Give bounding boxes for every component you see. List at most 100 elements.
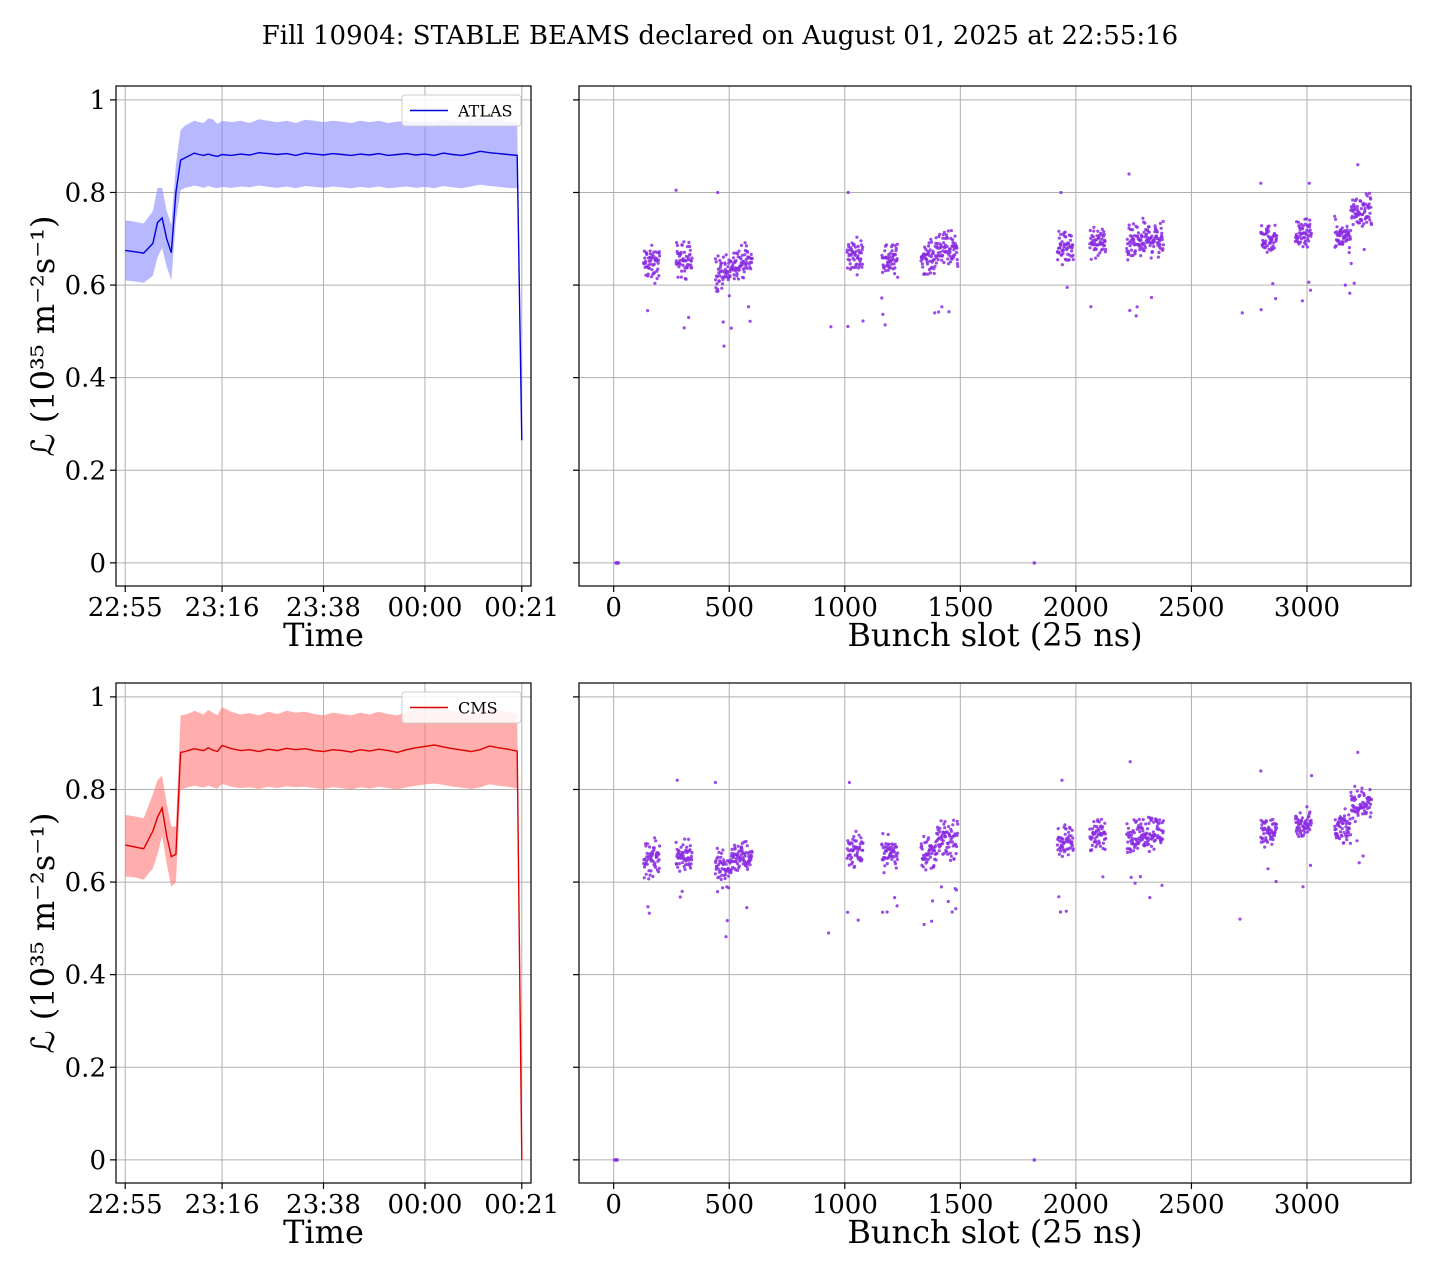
bunch-point bbox=[734, 259, 738, 263]
bunch-point bbox=[941, 839, 945, 843]
bunch-point bbox=[1362, 793, 1366, 798]
bunch-point bbox=[1362, 222, 1366, 226]
bunch-point bbox=[1060, 854, 1064, 859]
bunch-point bbox=[928, 248, 932, 252]
bunch-point bbox=[1347, 246, 1352, 250]
bunch-point bbox=[1369, 222, 1373, 227]
bunch-point bbox=[1343, 807, 1347, 811]
bunch-point bbox=[936, 832, 940, 836]
bunch-point bbox=[727, 886, 731, 890]
bunch-point bbox=[645, 851, 649, 855]
bunch-point bbox=[881, 312, 885, 316]
bunch-point bbox=[736, 277, 741, 281]
bunch-point bbox=[715, 865, 719, 869]
bunch-point bbox=[1152, 847, 1156, 851]
bunch-point bbox=[1303, 831, 1307, 835]
bunch-point bbox=[678, 262, 682, 266]
bunch-point bbox=[936, 258, 940, 262]
bunch-point bbox=[1349, 790, 1353, 795]
bunch-point bbox=[1308, 222, 1312, 226]
bunch-point bbox=[952, 818, 956, 822]
bunch-point bbox=[1101, 247, 1105, 251]
bunch-point bbox=[948, 247, 952, 251]
bunch-point bbox=[854, 249, 858, 253]
bunch-point bbox=[948, 840, 952, 844]
bunch-point bbox=[886, 832, 890, 837]
bunch-point bbox=[720, 286, 724, 290]
bunch-point bbox=[845, 856, 849, 860]
bunch-point bbox=[742, 270, 746, 274]
bunch-point bbox=[922, 834, 926, 839]
bunch-point bbox=[678, 869, 682, 873]
bunch-point bbox=[894, 246, 898, 251]
bunch-point bbox=[1150, 234, 1154, 238]
bunch-point bbox=[955, 258, 959, 262]
legend-label: CMS bbox=[458, 699, 498, 718]
x-tick-label: 23:38 bbox=[286, 1190, 361, 1220]
bunch-point bbox=[675, 862, 679, 866]
bunch-point bbox=[1357, 861, 1361, 865]
y-tick-label: 0.4 bbox=[65, 961, 106, 991]
bunch-point bbox=[682, 326, 686, 330]
bunch-point bbox=[1333, 818, 1337, 822]
bunch-point bbox=[1152, 820, 1156, 824]
bunch-point bbox=[1128, 830, 1132, 835]
bunch-point bbox=[940, 305, 944, 309]
bunch-point bbox=[950, 829, 954, 833]
bunch-point bbox=[653, 865, 658, 869]
bunch-point bbox=[1301, 227, 1305, 231]
bunch-point bbox=[1356, 811, 1360, 815]
bunch-point bbox=[1126, 850, 1130, 855]
bunch-point bbox=[1126, 840, 1130, 844]
bunch-point bbox=[893, 253, 898, 257]
bunch-point bbox=[716, 855, 720, 859]
bunch-point bbox=[852, 242, 856, 246]
bunch-point bbox=[846, 266, 850, 270]
bunch-point bbox=[1128, 244, 1132, 248]
bunch-point bbox=[937, 849, 941, 853]
bunch-point bbox=[882, 851, 886, 856]
bunch-point bbox=[881, 910, 885, 914]
bunch-point bbox=[1129, 875, 1133, 880]
bunch-point bbox=[1296, 220, 1301, 224]
uncertainty-band bbox=[125, 707, 522, 1160]
bunch-point bbox=[1369, 205, 1373, 209]
bunch-point bbox=[682, 240, 686, 244]
bunch-point bbox=[657, 866, 661, 870]
bunch-point bbox=[952, 857, 956, 861]
x-tick-label: 3000 bbox=[1274, 593, 1340, 623]
bunch-point bbox=[938, 830, 942, 834]
bunch-point bbox=[919, 842, 923, 846]
bunch-point bbox=[722, 344, 726, 348]
bunch-point bbox=[616, 561, 621, 565]
bunch-point bbox=[1139, 238, 1143, 242]
bunch-point bbox=[656, 258, 661, 262]
bunch-point bbox=[1349, 833, 1353, 837]
bunch-point bbox=[646, 842, 650, 846]
bunch-point bbox=[1138, 830, 1142, 834]
bunch-point bbox=[1059, 849, 1063, 853]
bunch-point bbox=[896, 275, 900, 279]
bunch-points bbox=[614, 163, 1373, 565]
bunch-point bbox=[1094, 840, 1098, 844]
bunch-point bbox=[721, 320, 725, 324]
legend: CMS bbox=[401, 691, 522, 724]
bunch-point bbox=[677, 862, 682, 866]
bunch-point bbox=[734, 859, 738, 863]
bunch-point bbox=[1343, 283, 1347, 287]
bunch-point bbox=[716, 254, 720, 258]
bunch-point bbox=[1344, 235, 1348, 239]
bunch-point bbox=[648, 873, 652, 877]
bunch-point bbox=[1057, 852, 1061, 856]
bunch-point bbox=[1345, 224, 1349, 228]
bunch-point bbox=[1136, 846, 1140, 850]
bunch-point bbox=[737, 268, 741, 272]
bunch-point bbox=[1103, 847, 1107, 852]
bunch-point bbox=[1141, 837, 1145, 841]
bunch-point bbox=[729, 871, 733, 875]
bunch-point bbox=[743, 253, 747, 257]
bunch-point bbox=[650, 268, 654, 272]
bunch-point bbox=[1308, 863, 1313, 868]
bunch-point bbox=[1136, 234, 1140, 238]
bunch-point bbox=[930, 899, 935, 903]
